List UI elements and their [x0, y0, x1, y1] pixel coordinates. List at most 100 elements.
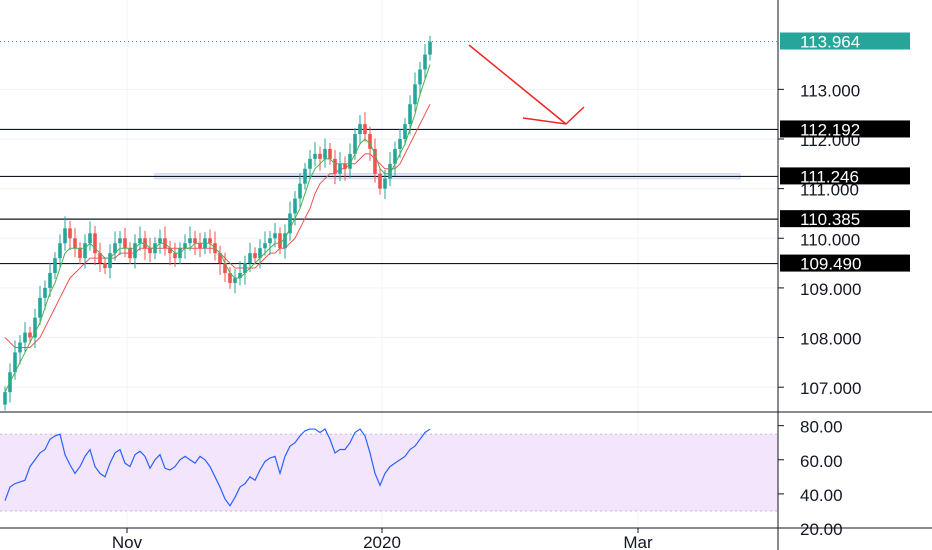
candle-body-75: [378, 173, 382, 189]
price-tick-label-4: 109.000: [800, 280, 861, 299]
candle-body-52: [263, 243, 267, 249]
candle-body-9: [48, 273, 52, 288]
candle-body-51: [258, 248, 262, 259]
candle-body-6: [33, 317, 37, 338]
candle-body-0: [3, 392, 7, 405]
candle-body-36: [183, 243, 187, 249]
candle-body-54: [273, 233, 277, 239]
candle-body-41: [208, 238, 212, 244]
candle-body-48: [243, 263, 247, 274]
price-axis-ticks: 113.000112.000111.000110.000109.000108.0…: [778, 81, 861, 398]
rsi-tick-label-1: 60.00: [800, 452, 843, 471]
candle-body-57: [288, 213, 292, 234]
candle-body-76: [383, 178, 387, 189]
projection-arrow[interactable]: [468, 44, 585, 125]
candle-body-14: [73, 238, 77, 249]
candle-body-56: [283, 233, 287, 249]
candle-body-10: [53, 258, 57, 274]
candle-body-72: [363, 124, 367, 135]
level-badge-1-label: 111.246: [800, 167, 859, 186]
candle-body-24: [123, 238, 127, 249]
candle-body-77: [388, 163, 392, 179]
candle-body-22: [113, 243, 117, 254]
candle-body-68: [343, 163, 347, 169]
time-tick-label-2: Mar: [623, 533, 653, 550]
price-badges: 112.192 111.246 110.385 109.490 113.964: [780, 32, 910, 274]
candle-body-8: [43, 287, 47, 298]
time-tick-label-1: 2020: [363, 533, 401, 550]
candle-body-85: [428, 41, 432, 55]
candle-body-25: [128, 248, 132, 259]
candle-body-12: [63, 228, 67, 244]
candle-body-31: [158, 238, 162, 244]
level-badge-1-bg: [780, 167, 910, 185]
candle-body-34: [173, 253, 177, 259]
candle-body-44: [223, 263, 227, 274]
rsi-axis-ticks: 80.00 60.00 40.00 20.00: [778, 418, 843, 539]
candle-body-15: [78, 248, 82, 259]
candle-body-17: [88, 233, 92, 244]
price-tick-label-0: 113.000: [800, 81, 860, 100]
level-badge-0-bg: [780, 120, 910, 138]
candle-body-82: [413, 84, 417, 105]
candle-body-26: [133, 243, 137, 259]
candle-body-29: [148, 248, 152, 254]
candle-body-83: [418, 69, 422, 85]
candle-body-79: [398, 138, 402, 149]
price-tick-label-3: 110.000: [800, 230, 860, 249]
candle-body-61: [308, 158, 312, 169]
current-price-badge-label: 113.964: [800, 32, 860, 51]
candle-body-55: [278, 233, 282, 249]
candle-body-59: [298, 183, 302, 199]
arrow-shaft: [468, 44, 567, 125]
candle-body-21: [108, 253, 112, 269]
candle-body-60: [303, 168, 307, 184]
candle-body-11: [58, 243, 62, 259]
candle-body-73: [368, 134, 372, 149]
candle-body-47: [238, 273, 242, 278]
candle-body-71: [358, 124, 362, 135]
candle-body-23: [118, 238, 122, 244]
current-price-badge-bg: [780, 32, 910, 50]
candle-body-13: [68, 228, 72, 239]
candle-body-39: [198, 243, 202, 249]
candle-body-67: [338, 163, 342, 174]
candle-body-2: [13, 352, 17, 373]
candle-body-33: [168, 248, 172, 254]
rsi-series-line: [4, 428, 431, 507]
candle-body-53: [268, 238, 272, 244]
candle-body-19: [98, 253, 102, 264]
candle-body-5: [28, 332, 32, 338]
level-badge-3-bg: [780, 254, 910, 272]
candle-body-62: [313, 153, 317, 159]
horizontal-levels[interactable]: [0, 40, 778, 265]
candle-body-27: [138, 238, 142, 244]
candle-body-38: [193, 238, 197, 244]
level-badge-3-label: 109.490: [800, 255, 861, 274]
rsi-band-fill: [0, 434, 778, 511]
candle-body-46: [233, 277, 237, 283]
candle-body-50: [253, 253, 257, 259]
level-badge-2-label: 110.385: [800, 210, 860, 229]
price-tick-label-2: 111.000: [800, 181, 859, 200]
candle-body-18: [93, 233, 97, 254]
price-tick-label-5: 108.000: [800, 330, 861, 349]
rsi-tick-label-0: 80.00: [800, 418, 843, 437]
candle-body-43: [218, 253, 222, 264]
price-tick-label-6: 107.000: [800, 379, 861, 398]
candle-body-16: [83, 243, 87, 259]
rsi-line: [4, 428, 431, 507]
candles: [3, 35, 432, 411]
candle-body-78: [393, 148, 397, 164]
candle-body-70: [353, 134, 357, 154]
rsi-tick-label-2: 40.00: [800, 486, 843, 505]
time-tick-label-0: Nov: [112, 533, 143, 550]
time-axis-ticks: Nov 2020 Mar: [112, 528, 653, 550]
candle-body-66: [333, 158, 337, 174]
candle-body-65: [328, 148, 332, 159]
ma-fast-line: [4, 64, 431, 393]
candle-body-69: [348, 153, 352, 169]
rsi-tick-label-3: 20.00: [800, 520, 843, 539]
